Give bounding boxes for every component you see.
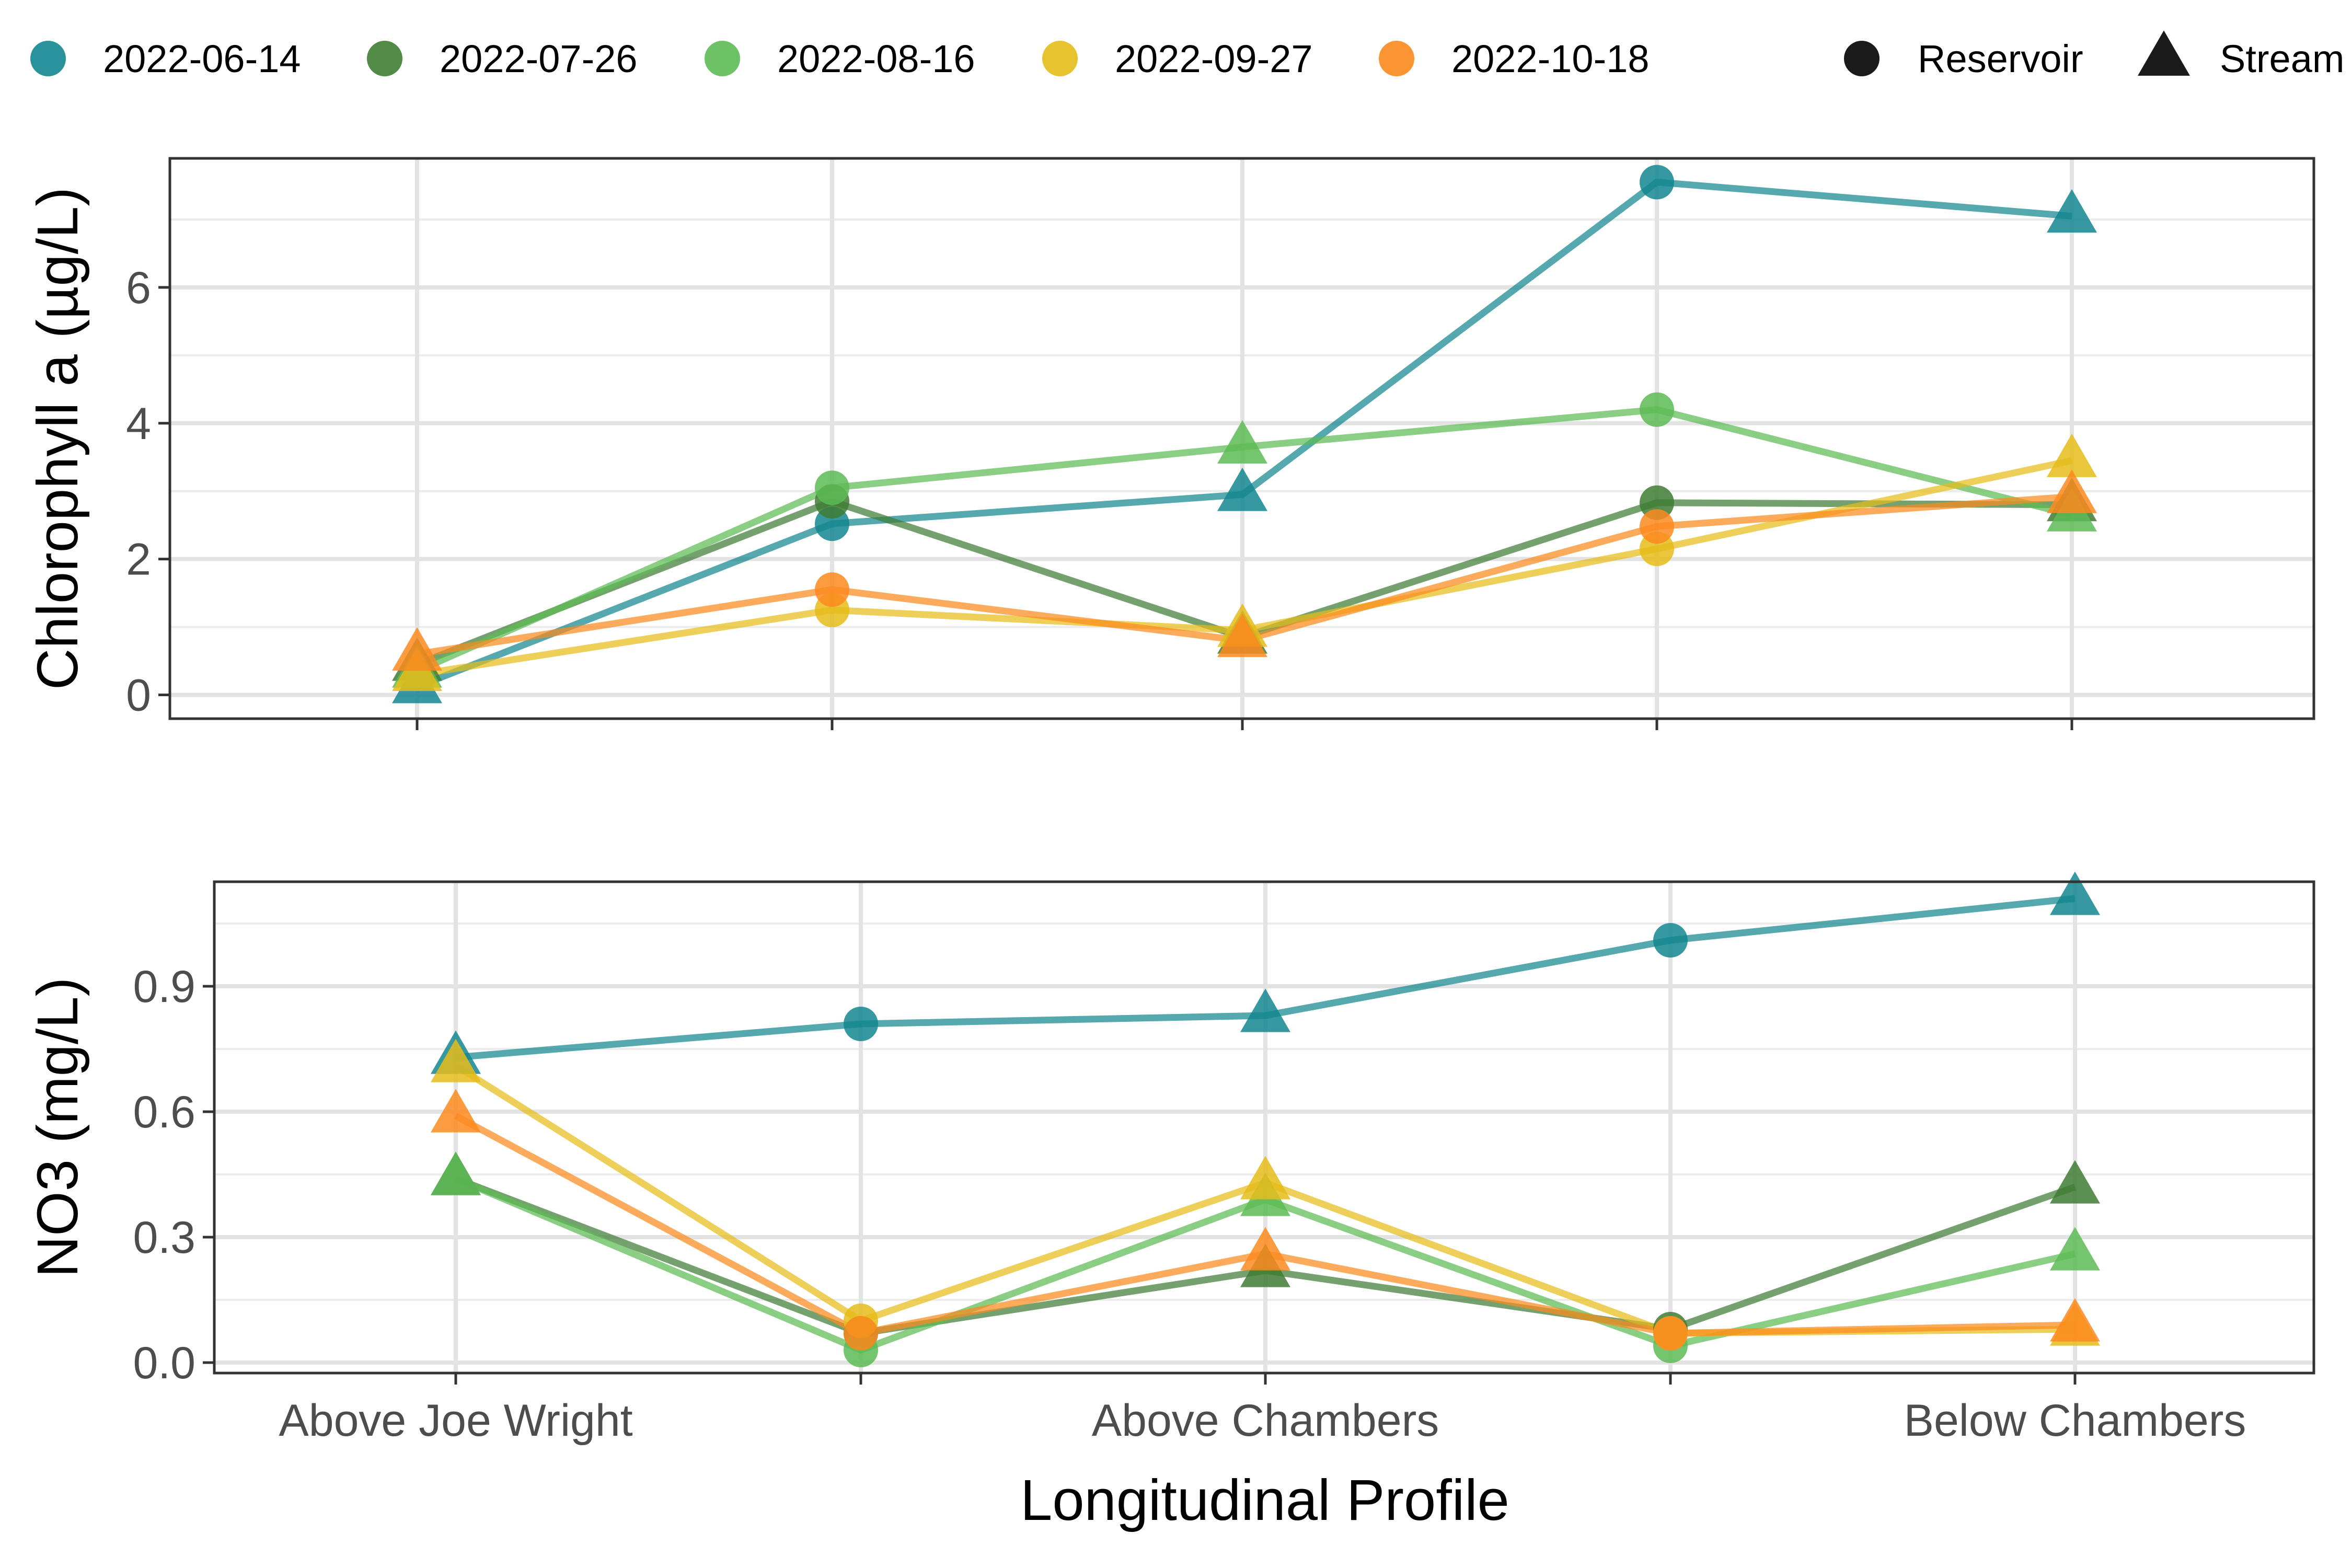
legend-key-2022-07-26 [367,41,402,76]
data-point-stream [431,1151,481,1195]
legend-label: 2022-09-27 [1115,37,1313,80]
y-axis-title: NO3 (mg/L) [26,977,90,1278]
data-point-stream [1217,420,1267,464]
y-tick-label: 2 [126,535,151,585]
data-point-reservoir [815,572,849,607]
data-point-reservoir [1653,923,1688,958]
y-tick-label: 6 [126,263,151,313]
y-tick-label: 0 [126,671,151,721]
data-point-reservoir [1640,392,1674,427]
legend-label: Stream [2220,37,2345,80]
data-point-reservoir [844,1316,878,1351]
data-point-stream [1240,988,1290,1032]
data-point-stream [431,1039,481,1082]
data-point-stream [1217,467,1267,511]
legend-key-stream [2138,30,2190,76]
data-point-reservoir [1653,1316,1688,1351]
data-point-stream [2047,433,2097,477]
data-point-reservoir [1640,165,1674,200]
legend-label: 2022-08-16 [777,37,975,80]
legend-label: Reservoir [1918,37,2083,80]
y-tick-label: 0.9 [133,962,195,1012]
data-point-reservoir [844,1007,878,1041]
data-point-reservoir [815,470,849,505]
x-axis-title: Longitudinal Profile [1020,1468,1509,1532]
legend-key-2022-08-16 [705,41,740,76]
data-point-stream [431,1089,481,1133]
legend-key-reservoir [1844,41,1880,76]
x-tick-label: Below Chambers [1904,1396,2246,1446]
data-point-stream [2047,189,2097,233]
legend-label: 2022-06-14 [103,37,301,80]
legend-key-2022-06-14 [30,41,66,76]
data-point-stream [1240,1156,1290,1200]
data-point-stream [2047,469,2097,513]
data-point-stream [1240,1227,1290,1271]
x-tick-label: Above Joe Wright [279,1396,632,1446]
legend-key-2022-10-18 [1379,41,1414,76]
data-point-reservoir [1640,509,1674,544]
y-tick-label: 0.6 [133,1087,195,1137]
chlorophyll-panel: 0 2 4 6 Chlorophyll a (µg/L) [26,157,2315,730]
data-point-stream [392,627,442,671]
y-tick-label: 0.0 [133,1338,195,1388]
y-axis-title: Chlorophyll a (µg/L) [26,187,90,690]
data-point-stream [2050,1298,2100,1342]
legend-label: 2022-10-18 [1451,37,1650,80]
legend-key-2022-09-27 [1042,41,1078,76]
legend-label: 2022-07-26 [440,37,638,80]
legend: 2022-06-14 2022-07-26 2022-08-16 2022-09-27… [30,30,2345,80]
x-tick-label: Above Chambers [1092,1396,1439,1446]
data-point-stream [2050,871,2100,915]
no3-panel: 0.0 0.3 0.6 0.9 Above Joe Wright Above Chambe… [26,871,2315,1446]
data-point-reservoir [1640,485,1674,520]
y-tick-label: 4 [126,399,151,449]
data-point-stream [2050,1227,2100,1271]
data-point-stream [2050,1160,2100,1204]
y-tick-label: 0.3 [133,1213,195,1263]
data-point-stream [1217,614,1267,658]
